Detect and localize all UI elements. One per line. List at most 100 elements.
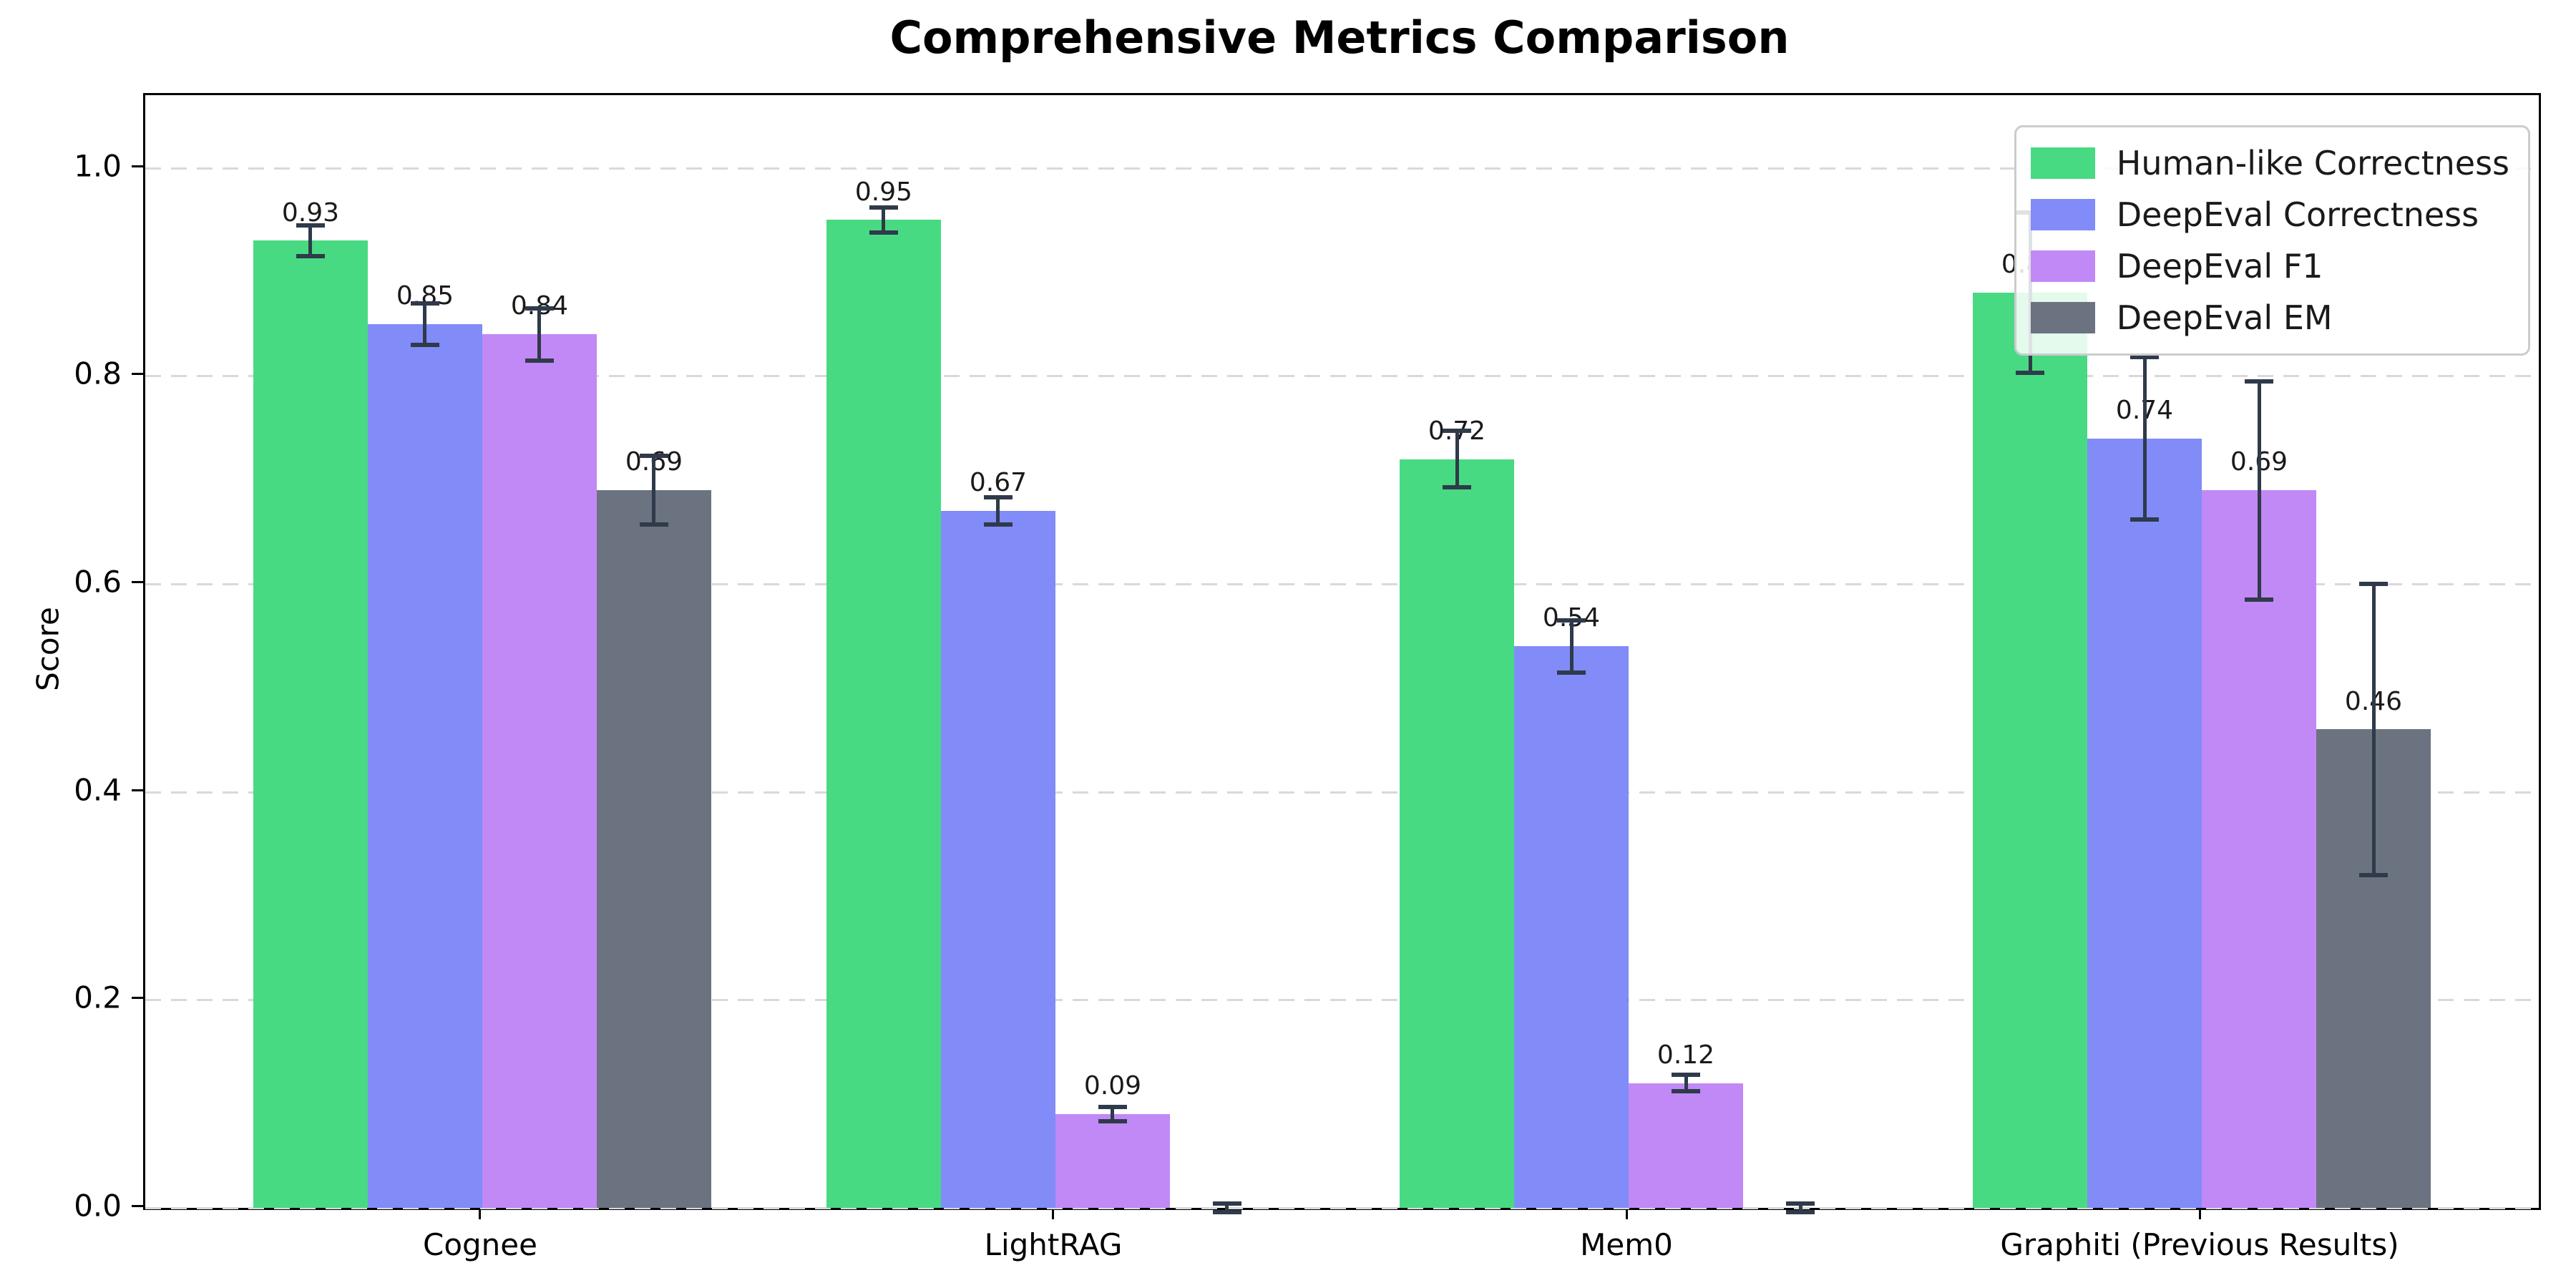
y-tick-mark	[132, 165, 143, 167]
bar	[367, 323, 482, 1208]
bar-value-label: 0.95	[854, 177, 913, 207]
error-bar	[1455, 431, 1459, 487]
y-tick-label: 1.0	[74, 148, 122, 184]
bar	[940, 511, 1055, 1208]
legend-item: DeepEval F1	[2030, 240, 2509, 292]
error-bar-cap	[1672, 1089, 1700, 1094]
error-bar-cap	[1212, 1209, 1241, 1214]
bar-value-label: 0.67	[969, 468, 1028, 498]
y-tick-label: 0.2	[74, 980, 122, 1015]
legend-swatch	[2030, 199, 2095, 230]
bar-value-label: 0.09	[1083, 1071, 1142, 1101]
bar	[1629, 1083, 1743, 1208]
bar	[253, 240, 368, 1208]
error-bar	[2142, 357, 2147, 519]
error-bar-cap	[1098, 1105, 1127, 1110]
error-bar-cap	[2359, 872, 2388, 877]
error-bar-cap	[1557, 670, 1586, 675]
error-bar	[996, 497, 1000, 525]
error-bar	[652, 456, 656, 525]
error-bar-cap	[2245, 597, 2273, 602]
bar	[482, 334, 597, 1208]
error-bar-cap	[1098, 1119, 1127, 1124]
y-axis-label: Score	[30, 607, 66, 691]
error-bar-cap	[296, 254, 325, 259]
error-bar-cap	[983, 522, 1013, 527]
bar-value-label: 0.12	[1657, 1040, 1715, 1070]
error-bar-cap	[410, 301, 439, 306]
error-bar	[1684, 1074, 1688, 1092]
error-bar-cap	[410, 342, 439, 347]
x-tick-mark	[479, 1208, 482, 1219]
y-tick-mark	[132, 1205, 143, 1207]
bar	[596, 490, 711, 1208]
y-tick-label: 0.4	[74, 772, 122, 808]
x-tick-mark	[2198, 1208, 2201, 1219]
gridline	[145, 375, 2539, 378]
x-tick-label: Cognee	[422, 1227, 537, 1262]
error-bar-cap	[1443, 429, 1471, 434]
y-tick-mark	[132, 997, 143, 1000]
error-bar-cap	[2016, 371, 2044, 376]
y-tick-mark	[132, 789, 143, 791]
gridline	[145, 167, 2539, 170]
error-bar-cap	[983, 495, 1013, 500]
y-tick-label: 0.6	[74, 564, 122, 600]
error-bar-cap	[869, 230, 898, 235]
plot-area: 0.930.950.720.880.850.670.540.740.840.09…	[143, 93, 2541, 1214]
x-tick-mark	[1625, 1208, 1628, 1219]
y-tick-label: 0.8	[74, 356, 122, 391]
error-bar-cap	[1557, 618, 1586, 623]
bar	[1400, 459, 1514, 1208]
error-bar	[1111, 1107, 1115, 1122]
error-bar-cap	[2359, 582, 2388, 587]
error-bar-cap	[639, 522, 668, 527]
error-bar-cap	[1786, 1209, 1815, 1214]
error-bar-cap	[1672, 1072, 1700, 1077]
bar-value-label: 0.93	[281, 197, 340, 228]
error-bar	[882, 207, 886, 233]
legend-item: DeepEval Correctness	[2030, 189, 2509, 240]
legend-swatch	[2030, 250, 2095, 282]
gridline	[145, 999, 2539, 1002]
y-tick-label: 0.0	[74, 1188, 122, 1224]
error-bar-cap	[525, 358, 554, 363]
error-bar	[1798, 1204, 1802, 1212]
error-bar	[537, 308, 542, 361]
error-bar-cap	[1786, 1201, 1815, 1206]
error-bar-cap	[2130, 517, 2159, 522]
legend-label: Human-like Correctness	[2116, 144, 2509, 182]
error-bar-cap	[296, 223, 325, 228]
legend: Human-like Correctness DeepEval Correctne…	[2014, 125, 2530, 356]
error-bar	[2257, 381, 2261, 600]
legend-label: DeepEval F1	[2116, 247, 2323, 286]
error-bar	[308, 225, 313, 257]
x-tick-label: LightRAG	[984, 1227, 1123, 1262]
error-bar-cap	[639, 454, 668, 459]
x-tick-mark	[1052, 1208, 1055, 1219]
legend-swatch	[2030, 147, 2095, 179]
bar	[1055, 1114, 1170, 1208]
legend-item: Human-like Correctness	[2030, 137, 2509, 189]
error-bar	[1569, 620, 1574, 673]
error-bar-cap	[1443, 484, 1471, 489]
legend-item: DeepEval EM	[2030, 292, 2509, 343]
error-bar-cap	[2130, 355, 2159, 360]
error-bar-cap	[525, 306, 554, 311]
error-bar	[1225, 1204, 1229, 1212]
error-bar	[2371, 584, 2376, 875]
error-bar	[423, 303, 427, 345]
error-bar-cap	[1212, 1201, 1241, 1206]
chart-title: Comprehensive Metrics Comparison	[889, 11, 1790, 64]
legend-swatch	[2030, 302, 2095, 333]
y-tick-mark	[132, 373, 143, 376]
x-tick-label: Mem0	[1580, 1227, 1673, 1262]
gridline	[145, 583, 2539, 586]
error-bar-cap	[2245, 379, 2273, 384]
bar	[826, 220, 941, 1208]
x-tick-label: Graphiti (Previous Results)	[2000, 1227, 2399, 1262]
bar	[2087, 438, 2202, 1208]
gridline	[145, 791, 2539, 794]
bar	[2202, 490, 2316, 1208]
